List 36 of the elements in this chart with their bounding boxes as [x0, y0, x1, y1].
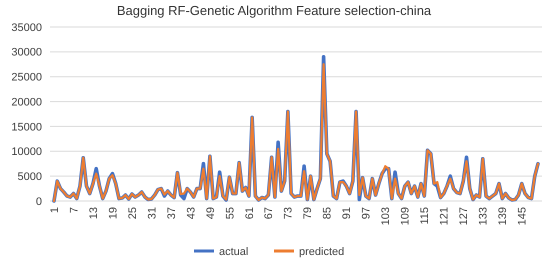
x-tick-label: 55 — [224, 207, 236, 220]
x-tick-label: 37 — [166, 207, 178, 220]
x-tick-label: 1 — [48, 207, 61, 214]
x-tick-label: 49 — [204, 207, 217, 220]
x-tick-label: 145 — [516, 207, 529, 226]
x-tick-label: 73 — [282, 207, 295, 220]
y-tick-label: 5000 — [18, 170, 42, 183]
x-tick-label: 25 — [126, 207, 139, 220]
legend-label: predicted — [299, 246, 344, 258]
x-tick-label: 103 — [380, 207, 392, 226]
legend-label: actual — [219, 246, 248, 258]
x-tick-label: 127 — [458, 207, 470, 226]
chart-title: Bagging RF-Genetic Algorithm Feature selection-china — [116, 3, 432, 18]
x-tick-label: 19 — [107, 207, 120, 220]
x-tick-label: 13 — [88, 207, 100, 220]
x-tick-label: 7 — [68, 207, 80, 214]
x-tick-label: 43 — [185, 207, 198, 220]
x-tick-label: 31 — [146, 207, 158, 220]
y-tick-label: 0 — [36, 196, 42, 208]
x-tick-label: 139 — [497, 207, 510, 226]
y-tick-label: 35000 — [11, 22, 42, 34]
y-tick-label: 20000 — [11, 96, 42, 108]
y-tick-label: 25000 — [11, 72, 42, 84]
x-tick-label: 115 — [419, 207, 432, 225]
x-tick-label: 121 — [438, 207, 451, 226]
x-tick-label: 97 — [360, 207, 373, 220]
x-tick-label: 85 — [322, 207, 334, 220]
x-tick-label: 109 — [400, 207, 412, 226]
x-tick-label: 91 — [341, 207, 354, 220]
x-tick-label: 133 — [478, 207, 490, 226]
x-tick-label: 61 — [244, 207, 256, 220]
x-tick-label: 67 — [263, 207, 276, 220]
y-tick-label: 30000 — [11, 46, 42, 59]
x-tick-label: 79 — [302, 207, 314, 220]
y-tick-label: 15000 — [11, 121, 42, 134]
y-tick-label: 10000 — [11, 146, 42, 158]
